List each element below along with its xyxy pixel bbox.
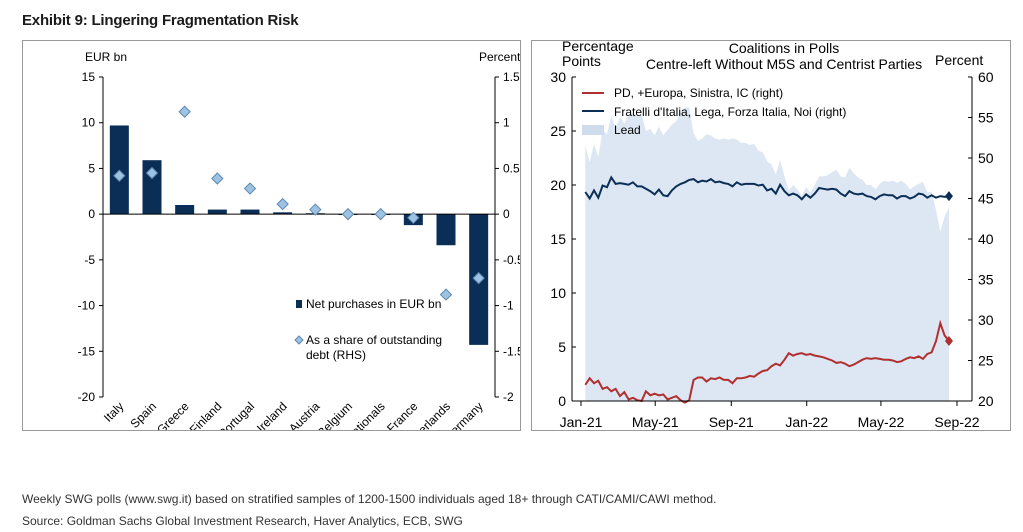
line-chart-svg: Percentage Points Coalitions in PollsCentr… bbox=[550, 41, 994, 430]
left-tick-label: -20 bbox=[78, 390, 96, 404]
legend-bar-label: Net purchases in EUR bn bbox=[306, 297, 441, 311]
legend-bar-swatch bbox=[296, 300, 302, 308]
left-tick-label: -10 bbox=[78, 299, 96, 313]
right-tick-label: -0.5 bbox=[503, 253, 520, 267]
category-label: Austria bbox=[286, 399, 323, 430]
right-tick-label: 55 bbox=[978, 110, 994, 126]
legend-pd-label: PD, +Europa, Sinistra, IC (right) bbox=[614, 86, 783, 100]
right-tick-label: -1.5 bbox=[503, 344, 520, 358]
share-marker bbox=[472, 271, 485, 285]
pd-coalition-line bbox=[584, 319, 950, 404]
category-label: France bbox=[384, 399, 421, 430]
category-label: Belgium bbox=[315, 399, 356, 430]
right-tick-label: 30 bbox=[978, 312, 994, 328]
centre-right-line bbox=[584, 175, 950, 201]
share-marker bbox=[374, 207, 387, 221]
legend-centre-right-label: Fratelli d'Italia, Lega, Forza Italia, N… bbox=[614, 105, 846, 119]
left-axis-unit: Percentage Points bbox=[562, 41, 634, 69]
source-note: Source: Goldman Sachs Global Investment … bbox=[22, 514, 463, 528]
share-marker bbox=[407, 211, 420, 225]
right-tick-label: 1.5 bbox=[503, 70, 520, 84]
bar-mark bbox=[240, 209, 260, 215]
bar-mark bbox=[273, 212, 293, 215]
pd-coalition-end-marker bbox=[944, 336, 953, 347]
share-marker bbox=[439, 288, 453, 301]
category-label: Italy bbox=[101, 399, 126, 424]
centre-right-end-marker bbox=[944, 191, 953, 202]
share-marker bbox=[113, 169, 126, 182]
share-marker bbox=[145, 166, 159, 180]
legend-share-label: As a share of outstanding debt (RHS) bbox=[306, 333, 442, 362]
bar-chart-svg: EUR bn Percent 15 10 5 0 -5 -10 -15 -20 1.5 1 0.5 0 -0… bbox=[78, 50, 520, 430]
x-tick-label: Sep-22 bbox=[934, 414, 979, 430]
left-tick-label: 15 bbox=[82, 70, 96, 84]
right-tick-label: 35 bbox=[978, 272, 994, 288]
right-tick-label: 0.5 bbox=[503, 161, 520, 175]
chart-title: Coalitions in Polls bbox=[729, 41, 840, 56]
right-tick-label: -1 bbox=[503, 299, 514, 313]
left-tick-label: -5 bbox=[84, 253, 95, 267]
legend-lead-label: Lead bbox=[614, 123, 641, 137]
lead-area bbox=[585, 107, 949, 402]
right-axis-unit: Percent bbox=[479, 50, 520, 64]
x-tick-label: May-21 bbox=[632, 414, 679, 430]
exhibit-title: Exhibit 9: Lingering Fragmentation Risk bbox=[22, 12, 299, 29]
line-chart-panel: Percentage Points Coalitions in Polls Centr… bbox=[531, 40, 1011, 431]
right-tick-label: 40 bbox=[978, 231, 994, 247]
category-label: Ireland bbox=[254, 399, 290, 430]
chart-subtitle: Centre-left Without M5S and Centrist Par… bbox=[646, 56, 922, 72]
right-tick-label: 60 bbox=[978, 69, 994, 85]
category-label: Portugal bbox=[216, 399, 258, 430]
share-marker bbox=[243, 182, 257, 195]
left-tick-label: 5 bbox=[558, 339, 566, 355]
share-marker bbox=[309, 203, 322, 216]
left-tick-label: -15 bbox=[78, 344, 96, 358]
share-marker bbox=[276, 197, 289, 211]
x-tick-label: Sep-21 bbox=[709, 414, 754, 430]
category-label: Greece bbox=[154, 399, 192, 430]
left-axis-unit: EUR bn bbox=[85, 50, 127, 64]
bar-mark bbox=[436, 214, 456, 246]
right-tick-label: 1 bbox=[503, 116, 510, 130]
left-tick-label: 20 bbox=[550, 177, 566, 193]
x-tick-label: Jan-21 bbox=[560, 414, 603, 430]
share-marker bbox=[341, 207, 355, 221]
left-tick-label: 0 bbox=[88, 207, 95, 221]
legend-lead-swatch bbox=[582, 125, 604, 135]
right-tick-label: 45 bbox=[978, 191, 994, 207]
right-tick-label: 0 bbox=[503, 207, 510, 221]
bar-mark bbox=[207, 209, 227, 215]
right-tick-label: 25 bbox=[978, 353, 994, 369]
left-tick-label: 10 bbox=[550, 285, 566, 301]
left-tick-label: 5 bbox=[88, 161, 95, 175]
share-marker bbox=[211, 172, 224, 185]
left-tick-label: 30 bbox=[550, 69, 566, 85]
right-axis-unit: Percent bbox=[935, 52, 983, 68]
x-tick-label: May-22 bbox=[858, 414, 905, 430]
footnote: Weekly SWG polls (www.swg.it) based on s… bbox=[22, 492, 717, 506]
left-tick-label: 10 bbox=[82, 116, 96, 130]
right-tick-label: 20 bbox=[978, 393, 994, 409]
bar-mark bbox=[175, 205, 195, 215]
left-tick-label: 0 bbox=[558, 393, 566, 409]
right-tick-label: -2 bbox=[503, 390, 514, 404]
left-tick-label: 15 bbox=[550, 231, 566, 247]
category-label: Finland bbox=[187, 399, 225, 430]
right-tick-label: 50 bbox=[978, 150, 994, 166]
left-tick-label: 25 bbox=[550, 123, 566, 139]
share-marker bbox=[178, 105, 191, 118]
bar-chart-panel: EUR bn Percent 15 10 5 0 -5 -10 -15 -20 1.5 1 0.5 0 -0… bbox=[22, 40, 521, 431]
legend-diamond-swatch bbox=[294, 335, 304, 345]
x-tick-label: Jan-22 bbox=[785, 414, 828, 430]
